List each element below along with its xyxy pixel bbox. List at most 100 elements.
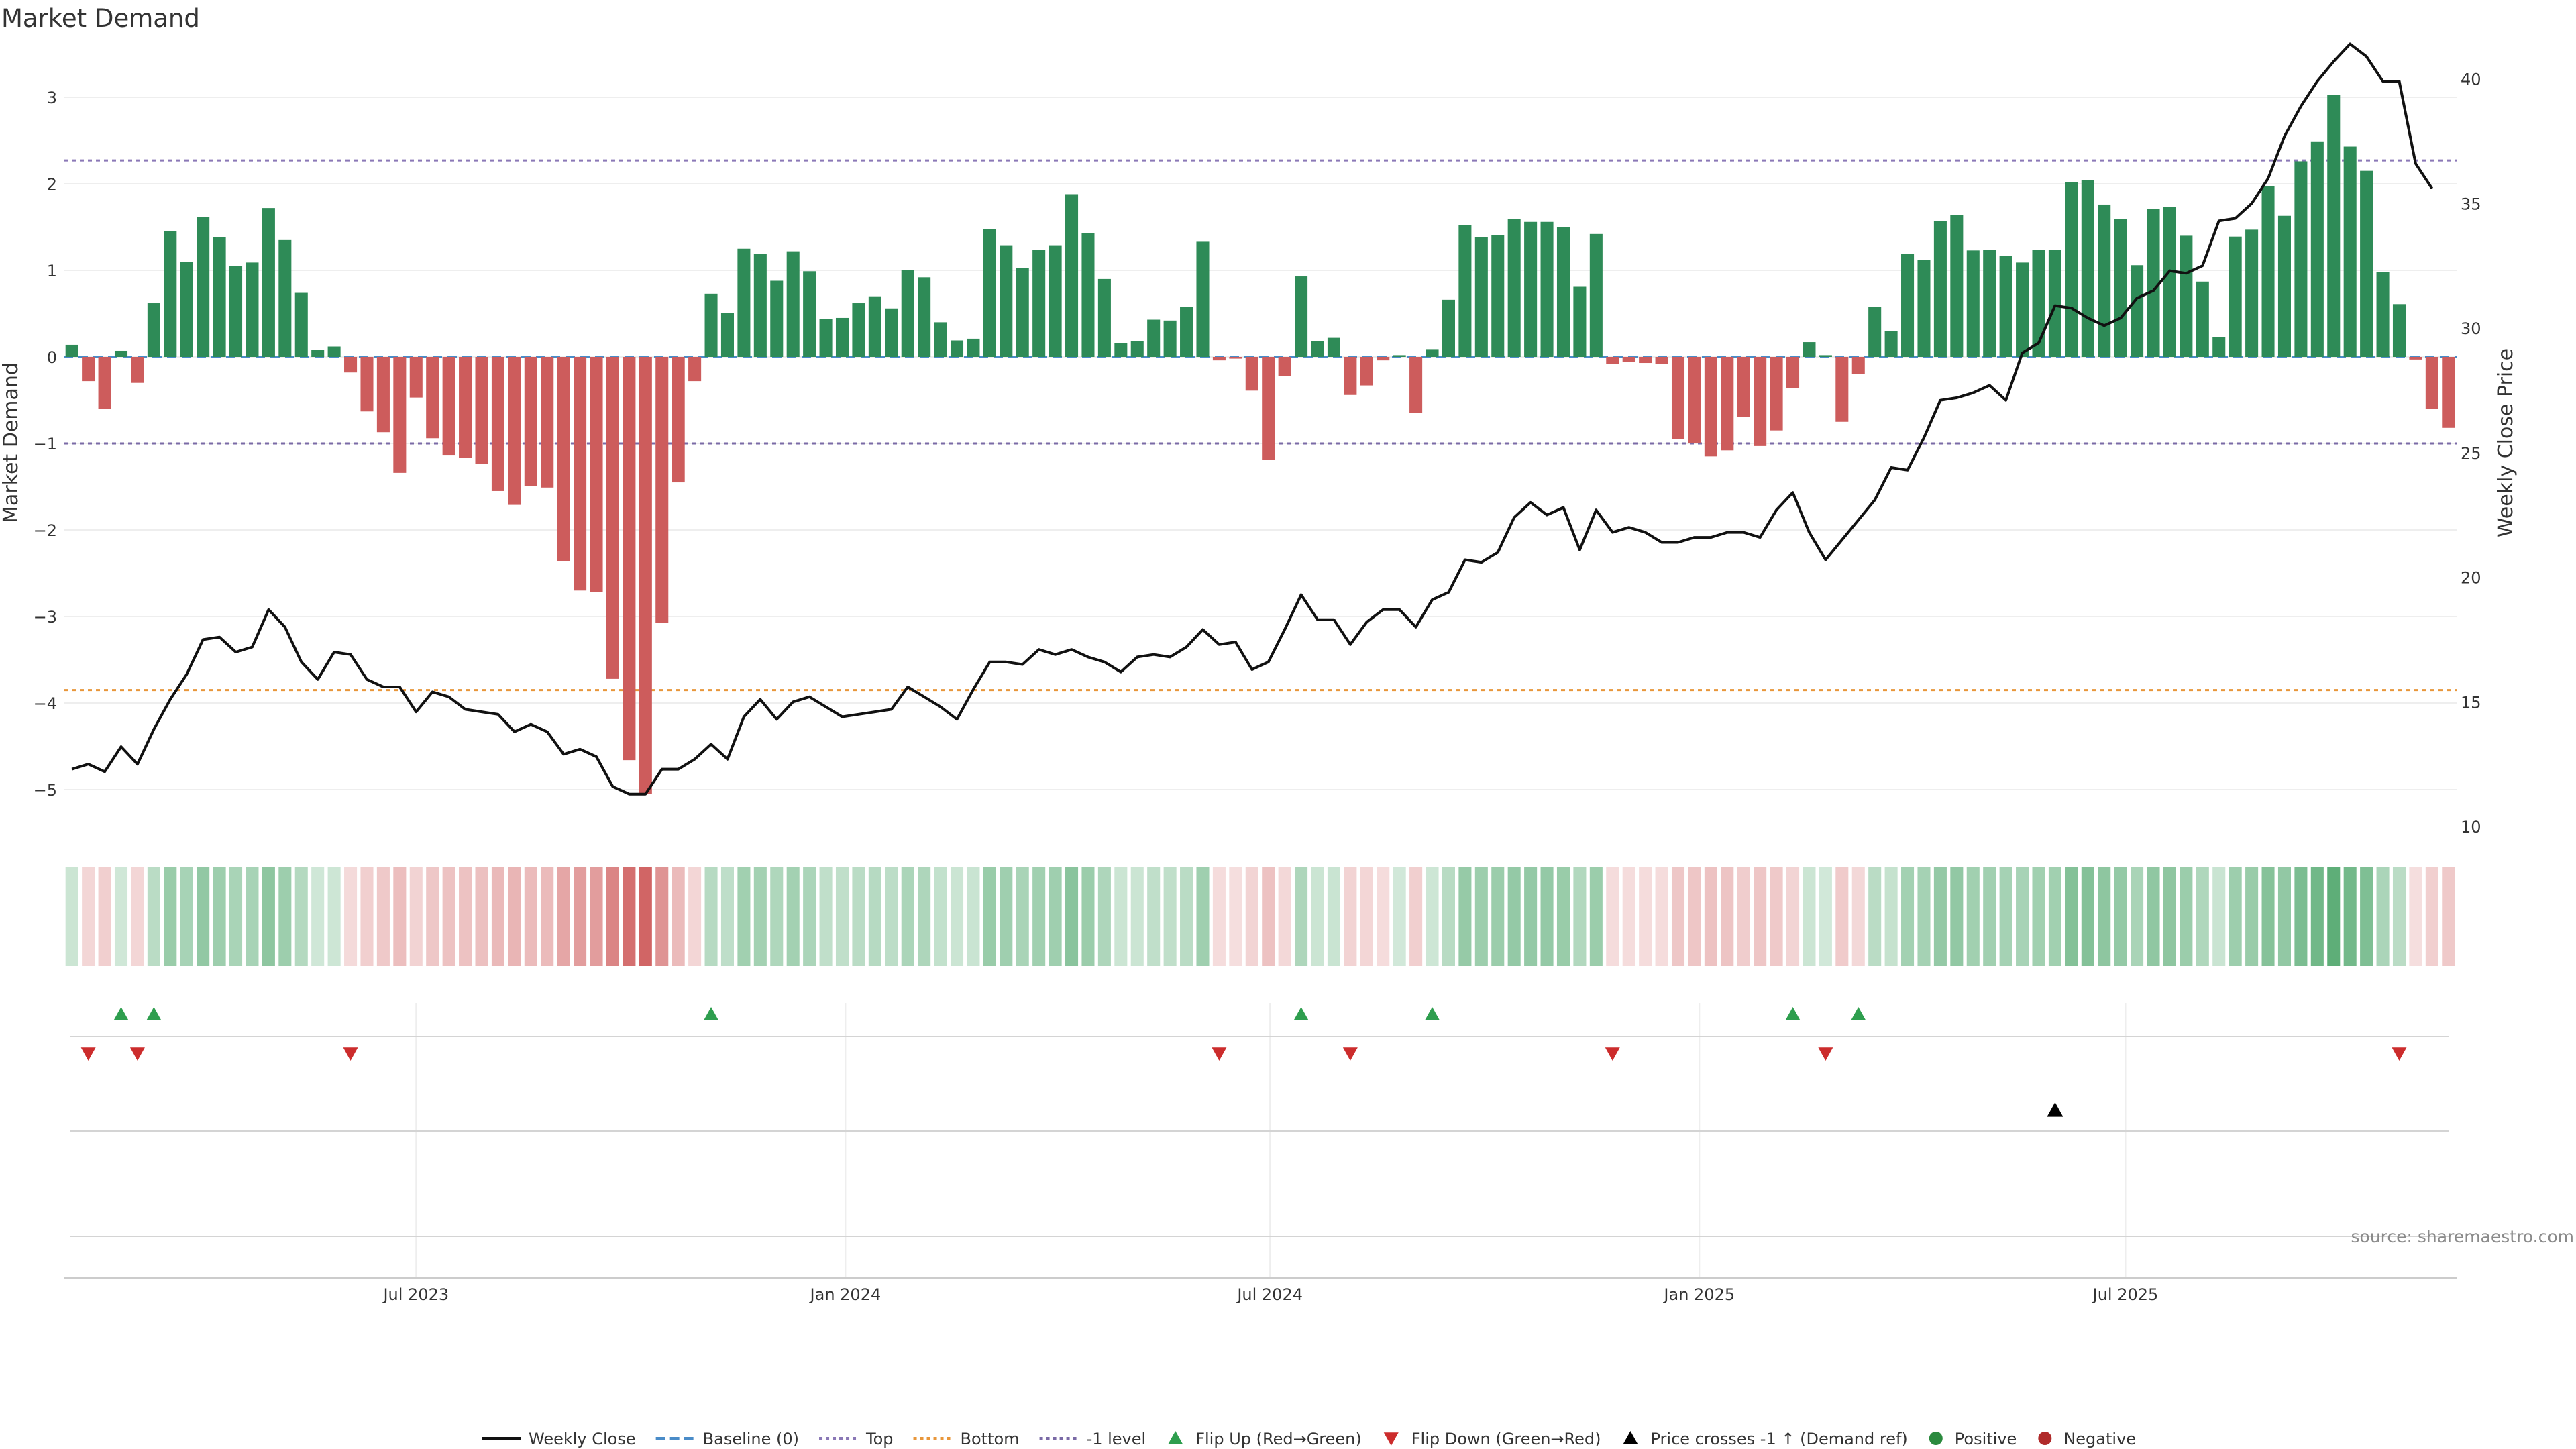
flip-down-marker: [80, 1047, 96, 1061]
demand-bar: [623, 357, 636, 761]
legend-item: Flip Down (Green→Red): [1383, 1430, 1601, 1448]
y-tick-label: 1: [47, 262, 57, 280]
heat-cell: [852, 867, 865, 966]
demand-bar: [1754, 357, 1767, 446]
heat-cell: [2245, 867, 2259, 966]
heat-cell: [475, 867, 488, 966]
legend-item: Negative: [2038, 1430, 2136, 1448]
demand-bar: [2131, 265, 2144, 357]
demand-bar: [1409, 357, 1423, 413]
y-tick-label: 2: [47, 175, 57, 194]
heat-cell: [672, 867, 685, 966]
demand-bar: [475, 357, 488, 464]
y2-tick-label: 30: [2461, 319, 2481, 338]
demand-bar: [1639, 357, 1652, 364]
heat-cell: [180, 867, 193, 966]
heat-cell: [1556, 867, 1570, 966]
demand-bar: [197, 217, 210, 357]
heat-cell: [1458, 867, 1472, 966]
demand-bar: [1474, 237, 1488, 357]
heat-cell: [2261, 867, 2275, 966]
heat-cell: [1474, 867, 1488, 966]
heat-cell: [704, 867, 718, 966]
demand-bar: [1770, 357, 1783, 431]
demand-bar: [409, 357, 423, 398]
heat-cell: [786, 867, 800, 966]
demand-bar: [1393, 355, 1406, 357]
heat-cell: [753, 867, 767, 966]
demand-bar: [983, 229, 996, 357]
demand-bar: [672, 357, 685, 483]
heat-cell: [1245, 867, 1258, 966]
demand-bar: [1524, 221, 1538, 357]
demand-bar: [311, 350, 325, 357]
demand-bar: [1377, 357, 1390, 361]
heat-cell: [2425, 867, 2438, 966]
demand-bar: [1671, 357, 1685, 439]
demand-bar: [606, 357, 619, 679]
demand-bar: [246, 262, 259, 357]
heat-cell: [311, 867, 325, 966]
heat-cell: [2065, 867, 2078, 966]
heat-cell: [983, 867, 996, 966]
flip-up-marker: [1293, 1007, 1309, 1020]
heat-cell: [770, 867, 784, 966]
legend-label: Weekly Close: [529, 1430, 636, 1448]
y2-tick-label: 40: [2461, 70, 2481, 89]
demand-bar: [1721, 357, 1734, 451]
demand-bar: [1737, 357, 1750, 417]
flip-up-marker: [146, 1007, 162, 1020]
heat-cell: [82, 867, 95, 966]
demand-bar: [393, 357, 407, 473]
heat-cell: [639, 867, 652, 966]
heat-cell: [1704, 867, 1717, 966]
heat-cell: [1163, 867, 1177, 966]
heat-cell: [950, 867, 964, 966]
legend-swatch: [1168, 1431, 1183, 1444]
source-note: source: sharemaestro.com: [2351, 1227, 2575, 1246]
heat-cell: [1295, 867, 1308, 966]
heat-cell: [1966, 867, 1980, 966]
heat-cell: [868, 867, 881, 966]
heat-cell: [1901, 867, 1915, 966]
heat-cell: [1868, 867, 1882, 966]
demand-bar: [360, 357, 374, 412]
legend-swatch: [1623, 1431, 1638, 1444]
heat-cell: [147, 867, 160, 966]
demand-bar: [2065, 182, 2078, 357]
demand-bar: [2016, 262, 2029, 357]
demand-bar: [590, 357, 603, 592]
flip-down-marker: [1605, 1047, 1620, 1061]
demand-bar: [557, 357, 570, 561]
y2-tick-label: 15: [2461, 693, 2481, 712]
flip-up-marker: [1785, 1007, 1801, 1020]
heat-cell: [1721, 867, 1734, 966]
demand-bar: [1868, 307, 1882, 357]
heat-cell: [1540, 867, 1554, 966]
demand-bar: [1278, 357, 1291, 376]
demand-bar: [720, 313, 735, 357]
demand-bar: [2360, 170, 2373, 357]
demand-bar: [541, 357, 554, 488]
heat-cell: [1803, 867, 1816, 966]
demand-bar: [819, 319, 833, 357]
heat-cell: [2048, 867, 2061, 966]
legend-item: Top: [819, 1430, 894, 1448]
heat-cell: [623, 867, 636, 966]
heat-cell: [409, 867, 423, 966]
heat-cell: [1933, 867, 1947, 966]
demand-bar: [639, 357, 652, 794]
heat-cell: [2392, 867, 2406, 966]
heat-cell: [442, 867, 455, 966]
heat-cell: [557, 867, 570, 966]
y-tick-label: −3: [34, 608, 57, 627]
heat-cell: [1491, 867, 1505, 966]
price-cross-marker: [2047, 1102, 2063, 1117]
flip-down-marker: [2392, 1047, 2407, 1061]
demand-bar: [1655, 357, 1668, 364]
legend-item: Price crosses -1 ↑ (Demand ref): [1623, 1430, 1908, 1448]
demand-bar: [688, 357, 702, 382]
demand-bar: [147, 303, 160, 357]
heat-cell: [294, 867, 308, 966]
demand-bar: [868, 296, 881, 357]
